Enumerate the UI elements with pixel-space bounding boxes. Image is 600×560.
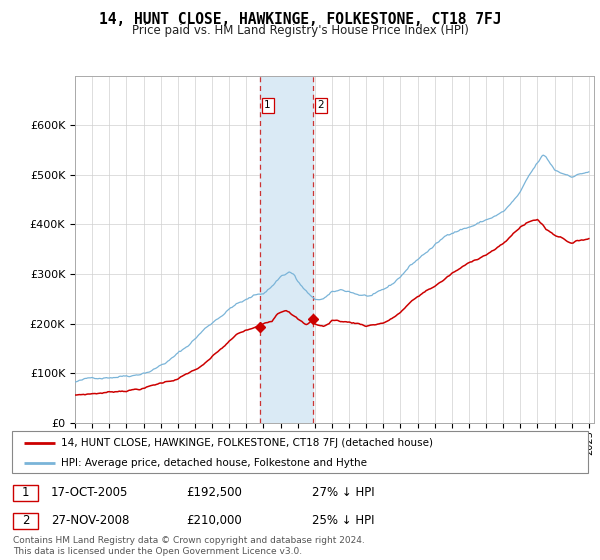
Text: £192,500: £192,500 xyxy=(186,486,242,500)
Text: 27-NOV-2008: 27-NOV-2008 xyxy=(51,514,130,528)
Text: 1: 1 xyxy=(22,486,29,500)
FancyBboxPatch shape xyxy=(12,431,588,473)
Text: 1: 1 xyxy=(264,100,271,110)
Text: 27% ↓ HPI: 27% ↓ HPI xyxy=(312,486,374,500)
Text: HPI: Average price, detached house, Folkestone and Hythe: HPI: Average price, detached house, Folk… xyxy=(61,458,367,468)
Text: 14, HUNT CLOSE, HAWKINGE, FOLKESTONE, CT18 7FJ: 14, HUNT CLOSE, HAWKINGE, FOLKESTONE, CT… xyxy=(99,12,501,27)
Bar xyxy=(260,76,313,423)
Text: 14, HUNT CLOSE, HAWKINGE, FOLKESTONE, CT18 7FJ (detached house): 14, HUNT CLOSE, HAWKINGE, FOLKESTONE, CT… xyxy=(61,438,433,448)
Text: Contains HM Land Registry data © Crown copyright and database right 2024.
This d: Contains HM Land Registry data © Crown c… xyxy=(13,536,365,556)
Text: 2: 2 xyxy=(318,100,325,110)
Text: 25% ↓ HPI: 25% ↓ HPI xyxy=(312,514,374,528)
Text: Price paid vs. HM Land Registry's House Price Index (HPI): Price paid vs. HM Land Registry's House … xyxy=(131,24,469,37)
Text: £210,000: £210,000 xyxy=(186,514,242,528)
Text: 17-OCT-2005: 17-OCT-2005 xyxy=(51,486,128,500)
Text: 2: 2 xyxy=(22,514,29,528)
